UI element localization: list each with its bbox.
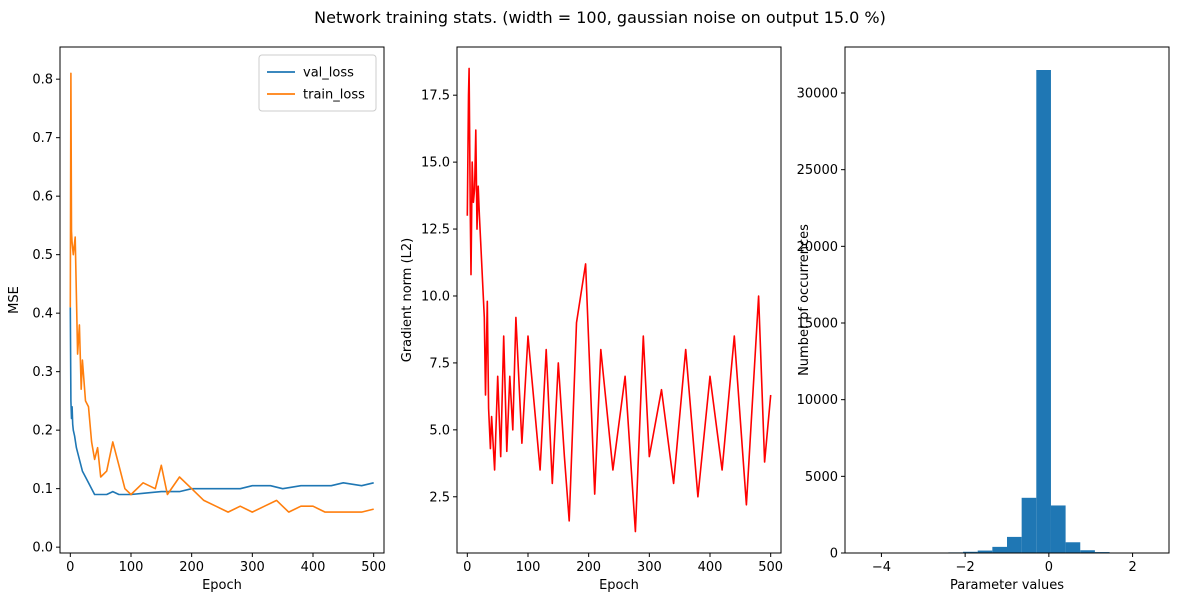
y-tick-label: 10000	[797, 393, 838, 408]
y-tick-label: 17.5	[421, 89, 450, 104]
y-tick-label: 12.5	[421, 223, 450, 238]
y-tick-label: 0.7	[32, 131, 53, 146]
y-tick-label: 0.1	[32, 482, 53, 497]
x-tick-label: 0	[66, 560, 74, 575]
x-tick-label: 500	[361, 560, 386, 575]
y-tick-label: 20000	[797, 240, 838, 255]
axes-frame	[59, 46, 385, 554]
y-axis-label: Gradient norm (L2)	[400, 238, 415, 362]
legend: val_loss train_loss	[258, 54, 377, 112]
y-tick-label: 5.0	[429, 423, 450, 438]
histogram-bar	[1021, 497, 1037, 553]
x-tick-label: 500	[758, 560, 783, 575]
histogram-bar	[977, 550, 993, 553]
plot-area	[860, 70, 1154, 553]
x-axis-label: Epoch	[599, 578, 639, 593]
parameter-histogram-subplot: −4 −2 0 2 0 5000 10000 15000 20000 25000 30000 Para…	[797, 46, 1170, 593]
series-line-val-loss	[69, 307, 374, 496]
legend-box	[258, 54, 377, 112]
histogram-bar	[1050, 505, 1066, 553]
histogram-bar	[1007, 536, 1022, 553]
series-line-train-loss	[69, 72, 374, 513]
y-tick-label: 15000	[797, 317, 838, 332]
histogram-bar	[1065, 542, 1081, 553]
x-tick-label: 2	[1128, 560, 1136, 575]
x-tick-label: 200	[576, 560, 601, 575]
y-tick-label: 0.8	[32, 73, 53, 88]
x-axis-label: Epoch	[202, 578, 242, 593]
x-tick-label: −4	[872, 560, 891, 575]
y-tick-label: 10.0	[421, 289, 450, 304]
y-tick-label: 30000	[797, 87, 838, 102]
y-axis-label: MSE	[7, 286, 22, 314]
x-tick-label: 300	[637, 560, 662, 575]
x-tick-label: 400	[301, 560, 326, 575]
x-tick-label: −2	[956, 560, 975, 575]
y-tick-label: 25000	[797, 163, 838, 178]
y-tick-label: 0.5	[32, 248, 53, 263]
x-tick-label: 200	[179, 560, 204, 575]
plot-area	[69, 72, 374, 513]
y-tick-label: 0.6	[32, 190, 53, 205]
y-tick-label: 7.5	[429, 356, 450, 371]
y-tick-label: 0	[830, 547, 838, 562]
axes-frame	[844, 46, 1170, 554]
y-axis-label: Number of occurrences	[797, 224, 812, 376]
histogram-bar	[963, 551, 978, 553]
histogram-bar	[992, 546, 1007, 553]
x-tick-label: 100	[516, 560, 541, 575]
y-tick-label: 2.5	[429, 490, 450, 505]
axes-frame	[456, 46, 782, 554]
y-tick-label: 0.2	[32, 424, 53, 439]
y-tick-label: 5000	[805, 470, 838, 485]
x-tick-label: 0	[463, 560, 471, 575]
x-tick-label: 300	[240, 560, 265, 575]
histogram-bar	[1080, 550, 1095, 553]
series-line-gradient-norm	[466, 67, 772, 533]
plot-area	[466, 67, 772, 533]
gradient-norm-subplot: 0 100 200 300 400 500 2.5 5.0 7.5 10.0 12.5 15.0 17.…	[400, 46, 783, 593]
x-tick-label: 400	[698, 560, 723, 575]
y-tick-label: 0.4	[32, 307, 53, 322]
y-tick-label: 0.0	[32, 541, 53, 556]
legend-label-val-loss: val_loss	[303, 66, 354, 81]
x-tick-label: 100	[119, 560, 144, 575]
legend-label-train-loss: train_loss	[303, 88, 365, 103]
histogram-bar	[1036, 70, 1051, 553]
y-tick-label: 0.3	[32, 365, 53, 380]
figure-title: Network training stats. (width = 100, ga…	[314, 8, 886, 27]
x-axis-label: Parameter values	[950, 578, 1064, 593]
x-tick-label: 0	[1045, 560, 1053, 575]
loss-subplot: 0 100 200 300 400 500 0.0 0.1 0.2 0.3 0.4 0.5 0.6 0.7…	[7, 46, 386, 593]
y-tick-label: 15.0	[421, 156, 450, 171]
